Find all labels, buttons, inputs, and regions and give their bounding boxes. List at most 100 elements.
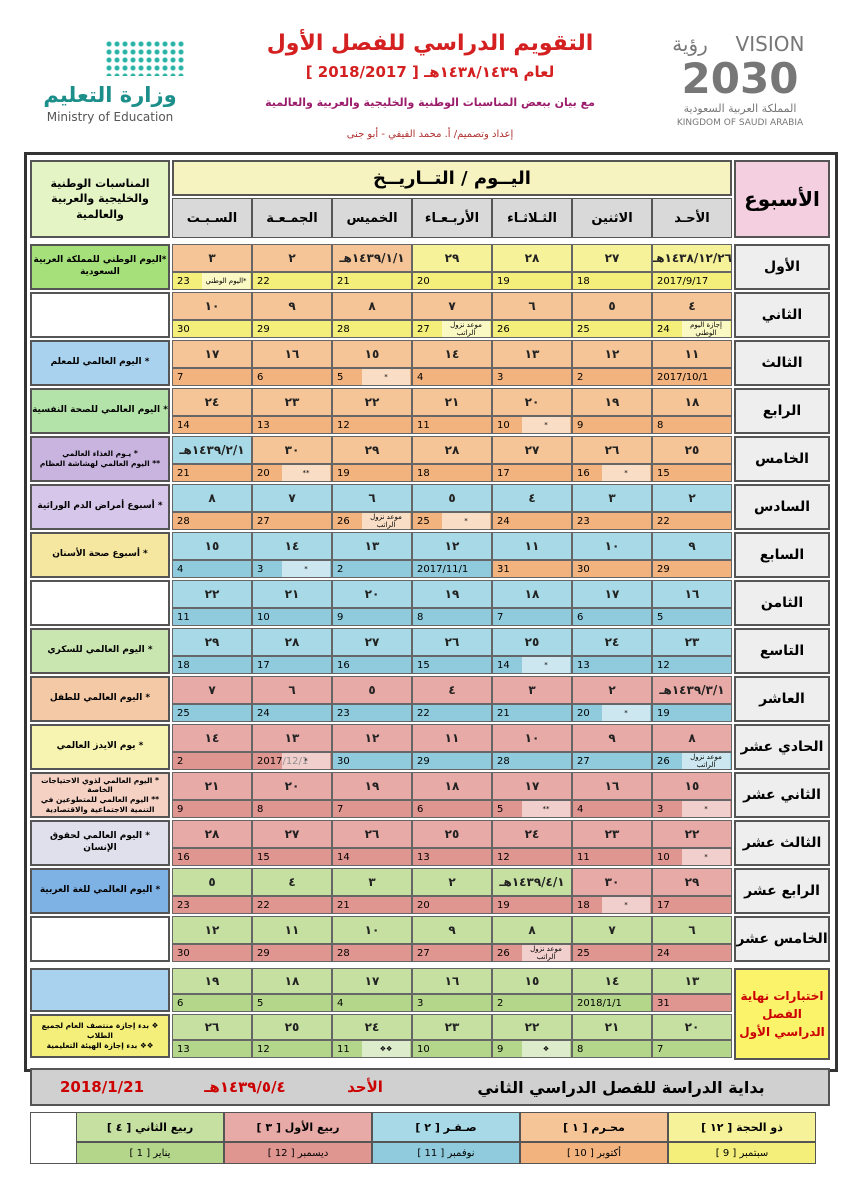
greg: 2018/1/1	[572, 994, 652, 1012]
hijri: ١٤	[172, 724, 252, 752]
note: *	[442, 513, 490, 529]
hijri: ٦	[332, 484, 412, 512]
greg: 15	[652, 464, 732, 482]
greg: 23	[572, 512, 652, 530]
hijri: ١٨	[492, 580, 572, 608]
hijri: ١٥	[172, 532, 252, 560]
event-text: ❖ بدء إجازة منتصف العام لجميع الطلاب	[41, 1021, 159, 1041]
hijri: ٢١	[572, 1014, 652, 1040]
hijri: ٢٢	[172, 580, 252, 608]
greg: 12	[492, 848, 572, 866]
hijri: ١٠	[492, 724, 572, 752]
note: موعد نزول الراتب	[362, 513, 410, 529]
greg: 4	[172, 560, 252, 578]
greg: 8	[572, 1040, 652, 1058]
hijri: ٢٤	[332, 1014, 412, 1040]
hijri: ٢٩	[172, 628, 252, 656]
hijri: ٢	[572, 676, 652, 704]
events-cell: * اليوم العالمي للسكري	[30, 628, 170, 674]
greg: 26	[492, 320, 572, 338]
legend-hijri: ربيع الأول [ ٣ ]	[224, 1112, 372, 1142]
hijri: ٣	[492, 676, 572, 704]
greg: 24	[652, 944, 732, 962]
greg: 21	[172, 464, 252, 482]
greg: 19	[492, 272, 572, 290]
note: *	[282, 561, 330, 577]
hijri: ٢٨	[412, 436, 492, 464]
hijri: ١٠	[572, 532, 652, 560]
greg: 25	[572, 320, 652, 338]
hijri: ٤	[652, 292, 732, 320]
hijri: ٢٧	[572, 244, 652, 272]
footer-hijri: ١٤٣٩/٥/٤هـ	[204, 1078, 286, 1096]
note: ❖	[522, 1041, 570, 1057]
hijri: ٢٦	[572, 436, 652, 464]
greg: 29	[252, 944, 332, 962]
note: *	[602, 897, 650, 913]
week-label: الثاني عشر	[734, 772, 830, 818]
hijri: ٥	[332, 676, 412, 704]
hijri: ١٠	[172, 292, 252, 320]
greg: 19	[332, 464, 412, 482]
greg: 7	[492, 608, 572, 626]
greg: 13	[252, 416, 332, 434]
ministry-ar: وزارة التعليم	[43, 83, 177, 107]
hijri: ١١	[492, 532, 572, 560]
kingdom-ar: المملكة العربية السعودية	[683, 101, 797, 115]
legend-greg: أكتوبر [ 10 ]	[520, 1142, 668, 1164]
hijri: ٢٦	[172, 1014, 252, 1040]
greg: 6	[572, 608, 652, 626]
hijri: ٥	[412, 484, 492, 512]
greg: 17	[252, 656, 332, 674]
hijri: ٢٦	[332, 820, 412, 848]
hijri: ٢٥	[252, 1014, 332, 1040]
greg: 18	[572, 272, 652, 290]
greg: 31	[652, 994, 732, 1012]
greg: 16	[332, 656, 412, 674]
hijri: ٢١	[412, 388, 492, 416]
note: موعد نزول الراتب	[682, 753, 730, 769]
greg: 24	[252, 704, 332, 722]
event-text: ** اليوم العالمي للمتطوعين في التنمية ال…	[40, 795, 160, 814]
hijri: ٢٨	[492, 244, 572, 272]
hijri: ١٩	[412, 580, 492, 608]
hijri: ٧	[172, 676, 252, 704]
note: *	[522, 657, 570, 673]
events-cell	[30, 580, 170, 626]
hijri: ٢١	[252, 580, 332, 608]
hijri: ٢٨	[172, 820, 252, 848]
events-cell: * يـوم الغذاء العالمي ** اليوم العالمي له…	[30, 436, 170, 482]
legend-hijri: صـفـر [ ٢ ]	[372, 1112, 520, 1142]
greg: 7	[652, 1040, 732, 1058]
greg: 18	[172, 656, 252, 674]
hijri: ٩	[572, 724, 652, 752]
legend-greg: يناير [ 1 ]	[76, 1142, 224, 1164]
hijri: ١٥	[492, 968, 572, 994]
hijri: ٢٢	[492, 1014, 572, 1040]
hijri: ٥	[572, 292, 652, 320]
greg: 2017/11/1	[412, 560, 492, 578]
description: مع بيان ببعض المناسبات الوطنية والخليجية…	[265, 95, 595, 109]
hijri: ٨	[492, 916, 572, 944]
note: موعد نزول الراتب	[522, 945, 570, 961]
hijri: ٩	[252, 292, 332, 320]
hijri: ٢٨	[252, 628, 332, 656]
hijri: ١٣	[652, 968, 732, 994]
hijri: ٢٧	[332, 628, 412, 656]
hijri: ١٨	[412, 772, 492, 800]
greg: 17	[652, 896, 732, 914]
footer-bar	[30, 1068, 830, 1106]
greg: 12	[332, 416, 412, 434]
hijri: ١٥	[652, 772, 732, 800]
hijri: ٢٣	[652, 628, 732, 656]
hijri: ١٤٣٩/٢/١هـ	[172, 436, 252, 464]
vision-year: 2030	[681, 56, 799, 100]
hijri: ١٤	[412, 340, 492, 368]
day-header: الاثنين	[572, 198, 652, 238]
events-cell: * اليوم العالمي للغة العربية	[30, 868, 170, 914]
event-text: * اليوم العالمي للسكري	[47, 645, 153, 656]
hijri: ١٨	[252, 968, 332, 994]
greg: 13	[412, 848, 492, 866]
hijri: ١٣	[252, 724, 332, 752]
hijri: ١٠	[332, 916, 412, 944]
